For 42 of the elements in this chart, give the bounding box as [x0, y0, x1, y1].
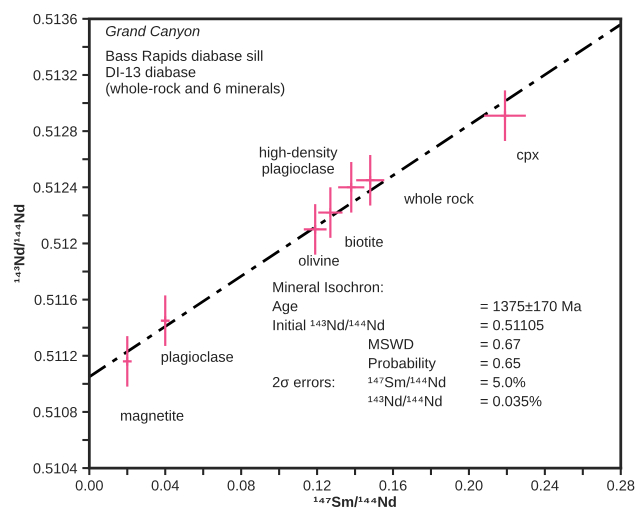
- y-tick-label: 0.5124: [33, 182, 78, 193]
- text: Bass Rapids diabase sill DI-13 diabase (whole-rock and 6 minerals): [106, 50, 284, 96]
- annotation: Initial ¹⁴³Nd/¹⁴⁴Nd: [273, 320, 384, 330]
- y-tick-label: 0.5136: [33, 14, 77, 24]
- annotation: = 1375±170 Ma: [480, 300, 582, 312]
- annotation: Age: [272, 301, 298, 314]
- annotation: = 0.51105: [480, 320, 544, 330]
- annotation: cpx: [517, 152, 539, 163]
- annotation: plagioclase: [162, 351, 234, 365]
- y-tick-label: 0.5128: [33, 126, 77, 137]
- annotation: ¹⁴³Nd/¹⁴⁴Nd: [368, 396, 442, 406]
- x-tick-label: 0.08: [228, 480, 255, 491]
- annotation: magnetite: [120, 410, 184, 424]
- annotation: biotite: [346, 236, 383, 247]
- annotation: high-density plagioclase: [260, 146, 338, 177]
- x-tick-label: 0.12: [303, 480, 331, 491]
- y-tick-label: 0.5104: [33, 463, 78, 474]
- annotation: = 0.035%: [480, 396, 542, 406]
- y-tick-label: 0.5132: [33, 70, 77, 80]
- x-tick-label: 0.28: [607, 480, 634, 491]
- annotation: 2σ errors:: [272, 376, 334, 388]
- y-tick-label: 0.5116: [34, 294, 77, 306]
- x-axis-title: ¹⁴⁷Sm/¹⁴⁴Nd: [314, 496, 396, 508]
- annotation: = 0.65: [480, 358, 520, 368]
- y-axis-title: ¹⁴³Nd/¹⁴⁴Nd: [14, 204, 25, 282]
- annotation: ¹⁴⁷Sm/¹⁴⁴Nd: [368, 376, 446, 388]
- x-tick-label: 0.20: [455, 480, 483, 491]
- annotation: Probability: [369, 358, 436, 372]
- annotation: = 0.67: [480, 338, 520, 350]
- y-tick-label: 0.5112: [34, 350, 77, 362]
- x-tick-label: 0.00: [76, 480, 103, 491]
- y-tick-label: 0.5108: [33, 407, 77, 418]
- chart-title: Grand Canyon: [106, 26, 200, 40]
- annotation: whole rock: [404, 193, 474, 204]
- x-tick-label: 0.04: [152, 480, 180, 491]
- x-tick-label: 0.16: [379, 480, 407, 491]
- annotation: Mineral Isochron:: [273, 282, 383, 292]
- annotation: olivine: [298, 255, 339, 266]
- annotation: MSWD: [369, 338, 414, 350]
- y-tick-label: 0.512: [42, 238, 77, 249]
- annotation: = 5.0%: [480, 376, 526, 388]
- x-tick-label: 0.24: [531, 480, 559, 491]
